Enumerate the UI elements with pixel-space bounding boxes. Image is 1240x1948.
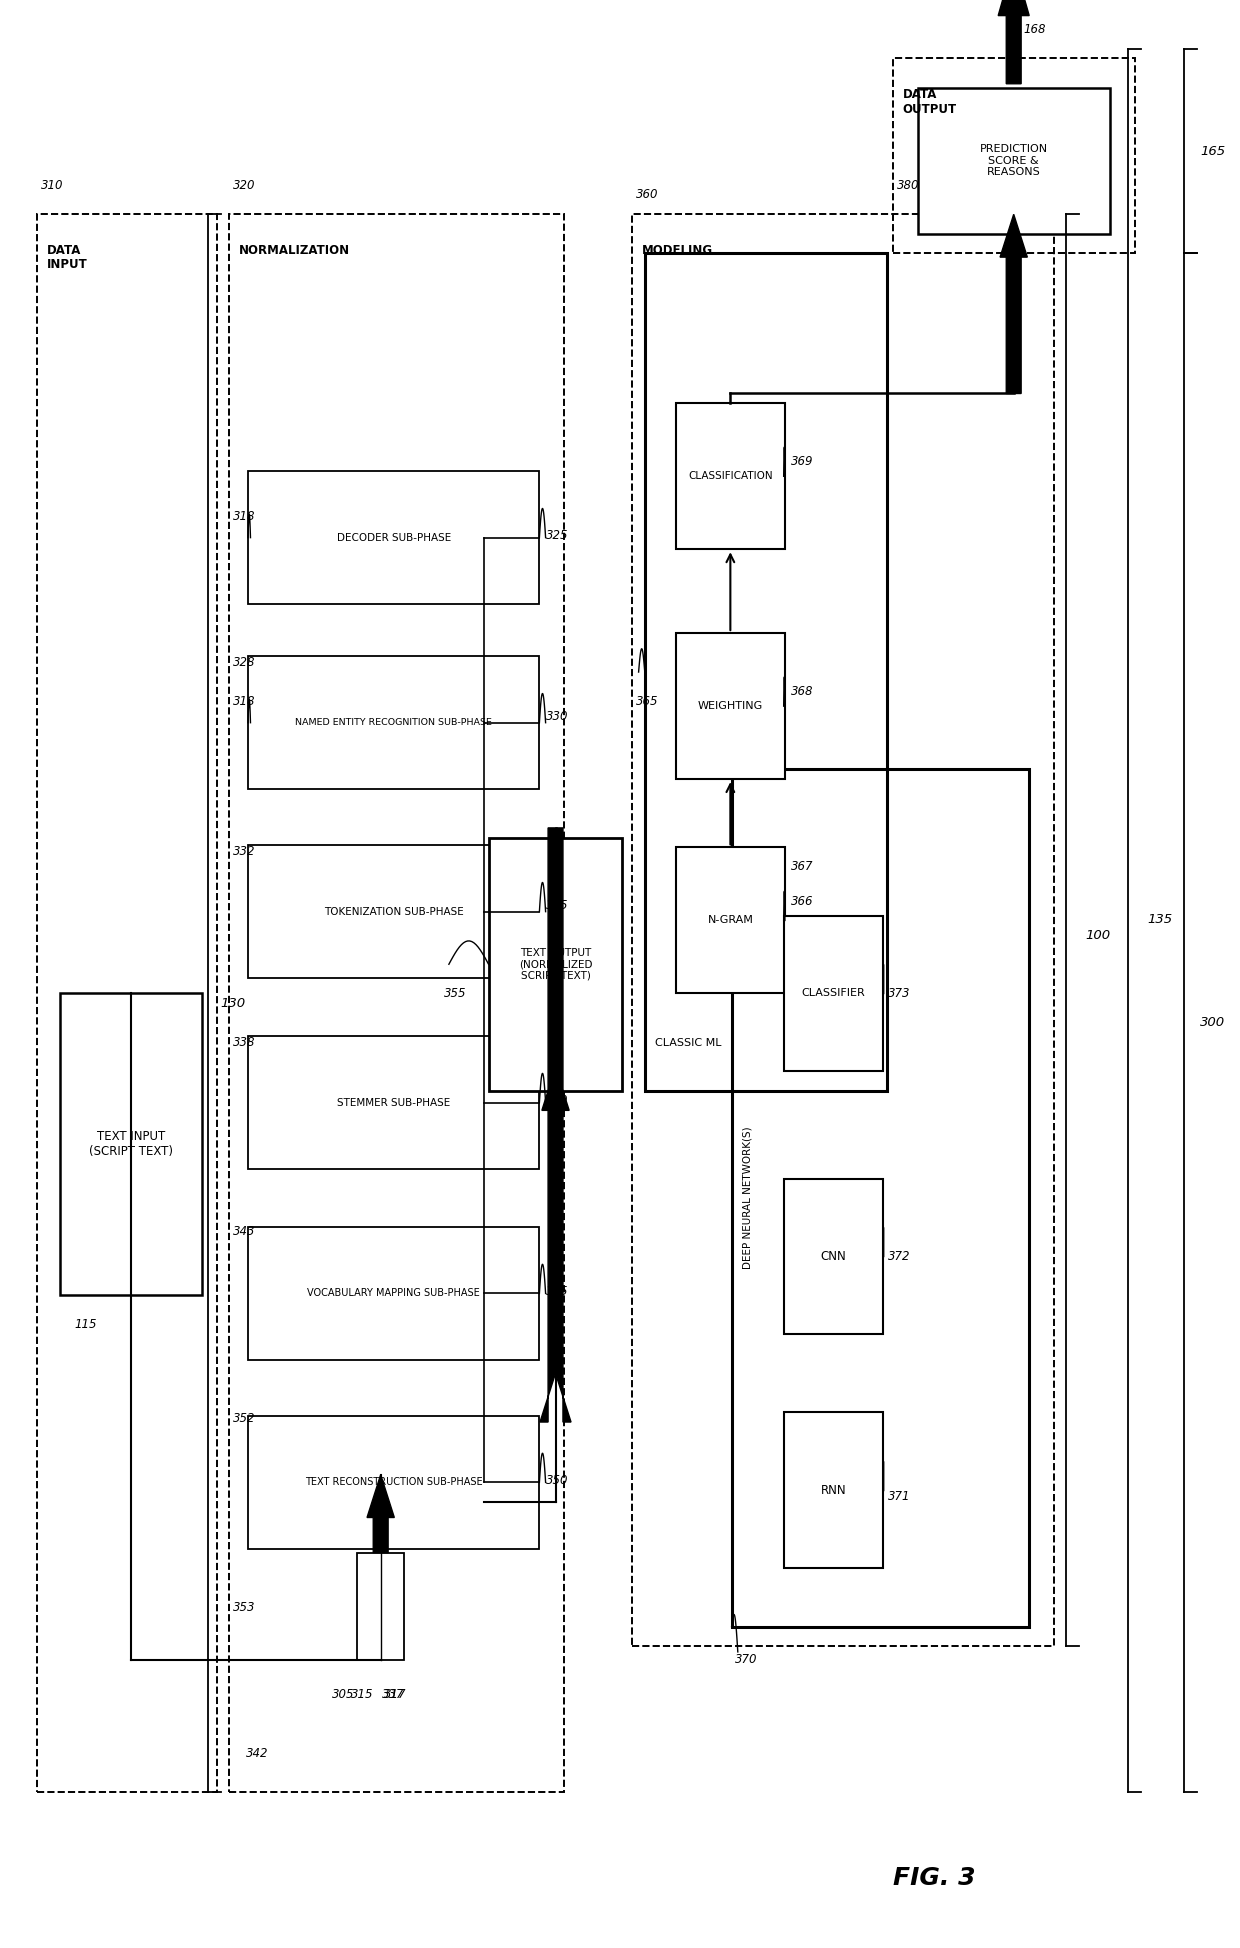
Text: 315: 315 [351,1689,373,1701]
Text: NAMED ENTITY RECOGNITION SUB-PHASE: NAMED ENTITY RECOGNITION SUB-PHASE [295,719,492,727]
Bar [732,769,1029,1627]
Text: 168: 168 [1023,23,1045,35]
Bar [248,845,539,978]
Text: 115: 115 [74,1319,97,1330]
Text: 340: 340 [546,1095,568,1106]
Text: 350: 350 [546,1475,568,1486]
Text: DATA
INPUT: DATA INPUT [47,244,88,271]
Text: 300: 300 [1200,1017,1225,1029]
Text: CLASSIFICATION: CLASSIFICATION [688,471,773,481]
Text: 318: 318 [233,695,255,707]
Text: TEXT INPUT
(SCRIPT TEXT): TEXT INPUT (SCRIPT TEXT) [89,1130,172,1159]
Polygon shape [999,214,1027,393]
Bar [248,471,539,604]
Text: 335: 335 [546,900,568,912]
Bar [248,1036,539,1169]
Text: CLASSIC ML: CLASSIC ML [655,1038,722,1048]
Text: 365: 365 [636,695,658,707]
Bar [632,214,1054,1646]
Bar [229,214,564,1792]
Text: 368: 368 [791,686,813,697]
Text: VOCABULARY MAPPING SUB-PHASE: VOCABULARY MAPPING SUB-PHASE [308,1288,480,1299]
Text: 332: 332 [233,845,255,857]
Text: 366: 366 [791,896,813,908]
Bar [676,847,785,993]
Text: DECODER SUB-PHASE: DECODER SUB-PHASE [336,532,451,543]
Text: 320: 320 [233,179,255,191]
Text: FIG. 3: FIG. 3 [893,1866,976,1890]
Text: 367: 367 [791,861,813,873]
Text: PREDICTION
SCORE &
REASONS: PREDICTION SCORE & REASONS [980,144,1048,177]
Bar [248,1227,539,1360]
Text: 343: 343 [233,1225,255,1237]
Bar [676,633,785,779]
Text: 352: 352 [233,1412,255,1424]
Bar [357,1553,404,1660]
Text: 135: 135 [1147,914,1172,925]
Bar [784,916,883,1071]
Text: CLASSIFIER: CLASSIFIER [801,988,866,999]
Text: 330: 330 [546,711,568,723]
Polygon shape [367,1475,394,1553]
Polygon shape [541,828,570,1422]
Text: 318: 318 [233,510,255,522]
Bar [60,993,202,1295]
Bar [918,88,1110,234]
Text: 371: 371 [888,1490,910,1502]
Bar [248,1416,539,1549]
Text: MODELING: MODELING [642,244,713,257]
Text: CNN: CNN [821,1251,846,1262]
Text: 353: 353 [233,1601,255,1613]
Text: 369: 369 [791,456,813,468]
Text: 325: 325 [546,530,568,542]
Bar [489,838,622,1091]
Text: 100: 100 [1085,929,1110,941]
Text: N-GRAM: N-GRAM [708,916,753,925]
Text: 328: 328 [233,656,255,668]
Text: DEEP NEURAL NETWORK(S): DEEP NEURAL NETWORK(S) [743,1126,753,1270]
Text: 130: 130 [221,997,246,1009]
Text: 370: 370 [735,1654,758,1666]
Text: TEXT RECONSTRUCTION SUB-PHASE: TEXT RECONSTRUCTION SUB-PHASE [305,1477,482,1488]
Text: 337: 337 [382,1689,404,1701]
Text: 355: 355 [444,988,466,999]
Text: NORMALIZATION: NORMALIZATION [239,244,351,257]
Text: 310: 310 [41,179,63,191]
Text: 373: 373 [888,988,910,999]
Text: 372: 372 [888,1251,910,1262]
Text: 305: 305 [332,1689,355,1701]
Text: RNN: RNN [821,1484,846,1496]
Bar [645,253,887,1091]
Bar [784,1179,883,1334]
Text: TEXT OUTPUT
(NORMALIZED
SCRIPT TEXT): TEXT OUTPUT (NORMALIZED SCRIPT TEXT) [518,947,593,982]
Bar [248,656,539,789]
Bar [784,1412,883,1568]
Text: 317: 317 [384,1689,407,1701]
Text: 360: 360 [636,189,658,201]
Text: TOKENIZATION SUB-PHASE: TOKENIZATION SUB-PHASE [324,906,464,918]
Text: 342: 342 [246,1747,268,1759]
Bar [37,214,217,1792]
Polygon shape [542,1068,569,1110]
Text: STEMMER SUB-PHASE: STEMMER SUB-PHASE [337,1097,450,1108]
Polygon shape [998,0,1029,84]
Text: WEIGHTING: WEIGHTING [698,701,763,711]
Text: 380: 380 [897,179,919,191]
Text: DATA
OUTPUT: DATA OUTPUT [903,88,957,115]
Text: 338: 338 [233,1036,255,1048]
Text: 165: 165 [1200,146,1225,158]
Bar [676,403,785,549]
Bar [893,58,1135,253]
Text: 345: 345 [546,1286,568,1297]
